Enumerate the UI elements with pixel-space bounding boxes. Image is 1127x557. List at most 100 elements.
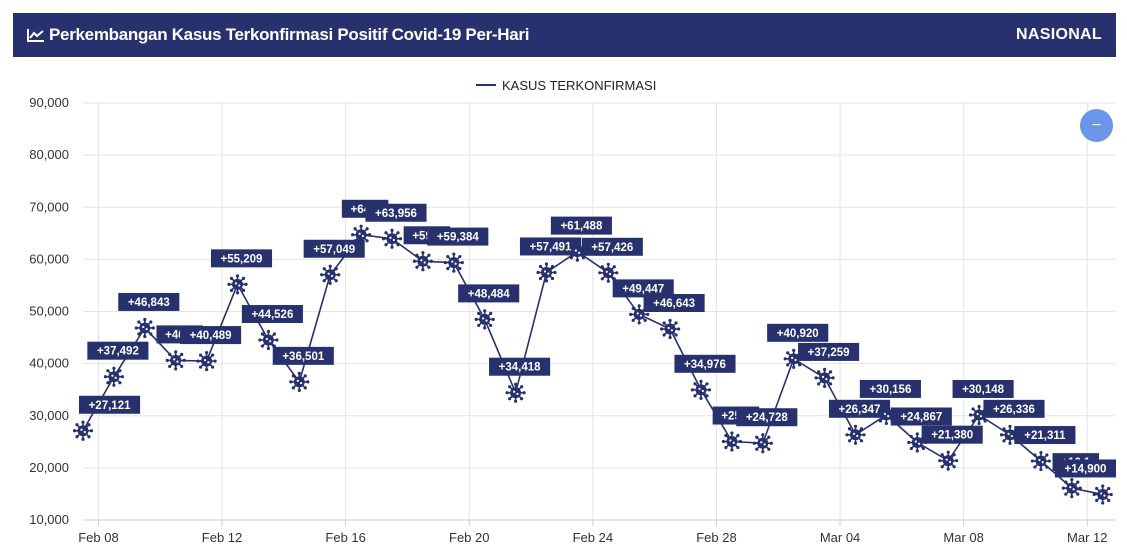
data-label: +63,956	[375, 208, 417, 220]
y-tick-label: 10,000	[29, 512, 69, 527]
virus-spike-tip	[112, 366, 116, 370]
data-label-bg	[303, 239, 365, 258]
virus-dot	[948, 460, 952, 463]
virus-body	[942, 455, 954, 467]
virus-body	[170, 354, 182, 366]
virus-spike-tip	[359, 224, 363, 228]
line-chart: 10,000 20,000 30,000 40,000 50,000 60,000 70,0…	[29, 78, 1116, 545]
virus-dot	[358, 232, 361, 235]
data-label-bg	[118, 292, 180, 311]
virus-icon	[227, 274, 248, 295]
virus-body	[417, 255, 429, 267]
virus-spike-tip	[213, 359, 217, 363]
virus-spike-tip	[792, 348, 796, 352]
x-tick-label: Feb 28	[696, 530, 736, 545]
virus-spike-tip	[89, 429, 94, 433]
virus-body	[850, 429, 861, 441]
virus-icon	[381, 228, 403, 249]
virus-spike-tip	[359, 241, 363, 245]
virus-spike-tip	[165, 358, 169, 363]
virus-spike-tip	[303, 374, 307, 378]
virus-spike-tip	[1078, 486, 1082, 490]
virus-dot	[451, 260, 454, 263]
virus-body	[479, 313, 491, 325]
data-label-bg	[458, 284, 520, 303]
virus-body	[355, 229, 367, 241]
virus-spike-tip	[514, 399, 518, 403]
virus-spike-tip	[415, 253, 419, 257]
virus-spike-tip	[845, 433, 849, 437]
virus-spike-tip	[235, 291, 240, 295]
virus-spike-tip	[334, 279, 338, 283]
virus-dot	[914, 440, 917, 443]
data-label: +57,426	[591, 242, 633, 254]
virus-dot	[667, 326, 670, 330]
virus-icon	[536, 262, 557, 283]
data-label: +30,156	[869, 384, 911, 396]
virus-spike-tip	[477, 311, 481, 315]
virus-spike-tip	[814, 376, 818, 380]
virus-spike-tip	[365, 239, 369, 243]
virus-spike-tip	[569, 256, 573, 260]
virus-icon	[505, 382, 526, 403]
virus-body	[541, 266, 552, 278]
data-label: +26,336	[993, 404, 1035, 416]
virus-spike-tip	[297, 388, 301, 392]
virus-spike-tip	[322, 279, 326, 283]
zoom-out-button[interactable]: −	[1080, 109, 1113, 142]
data-label-bg	[612, 279, 674, 298]
data-label-bg	[210, 249, 273, 268]
virus-body	[108, 371, 120, 383]
virus-dot	[1041, 461, 1044, 464]
virus-dot	[729, 439, 732, 442]
virus-spike-tip	[266, 329, 270, 334]
virus-icon	[690, 379, 712, 400]
virus-body	[1035, 455, 1047, 467]
virus-spike-tip	[266, 346, 270, 351]
virus-spike-tip	[118, 369, 122, 373]
virus-spike-tip	[297, 371, 301, 375]
virus-body	[633, 308, 645, 320]
virus-spike-tip	[693, 382, 697, 386]
virus-body	[726, 436, 738, 448]
virus-spike-tip	[446, 254, 450, 259]
virus-spike-tip	[600, 265, 604, 269]
virus-spike-tip	[544, 279, 549, 283]
virus-dot	[516, 392, 519, 396]
virus-spike-tip	[384, 231, 388, 235]
virus-spike-tip	[915, 449, 919, 453]
virus-spike-tip	[938, 459, 942, 463]
virus-spike-tip	[705, 382, 709, 386]
virus-spike-tip	[1070, 495, 1074, 499]
data-label-bg	[767, 323, 829, 342]
virus-dot	[111, 374, 114, 377]
virus-spike-tip	[674, 321, 678, 325]
virus-dot	[979, 415, 983, 418]
virus-spike-tip	[514, 382, 518, 386]
virus-spike-tip	[421, 268, 425, 272]
virus-body	[695, 384, 707, 396]
virus-spike-tip	[396, 243, 400, 247]
virus-spike-tip	[598, 271, 602, 275]
virus-spike-tip	[75, 423, 79, 427]
virus-spike-tip	[946, 450, 950, 454]
virus-spike-tip	[971, 407, 975, 411]
virus-spike-tip	[306, 380, 310, 384]
y-tick-label: 20,000	[29, 460, 69, 475]
virus-spike-tip	[241, 288, 246, 292]
virus-spike-tip	[151, 326, 155, 330]
data-label-bg	[180, 326, 242, 345]
virus-dot	[701, 389, 704, 393]
virus-spike-tip	[575, 258, 580, 262]
virus-spike-tip	[1008, 441, 1012, 445]
virus-spike-tip	[1002, 427, 1006, 431]
virus-dot	[670, 329, 674, 332]
virus-dot	[732, 441, 735, 444]
virus-icon	[196, 350, 217, 372]
virus-body	[757, 437, 769, 449]
virus-spike-tip	[767, 447, 771, 451]
virus-spike-tip	[677, 327, 681, 331]
virus-spike-tip	[847, 439, 852, 443]
data-label-bg	[489, 357, 551, 376]
data-label: +21,311	[1024, 430, 1066, 442]
